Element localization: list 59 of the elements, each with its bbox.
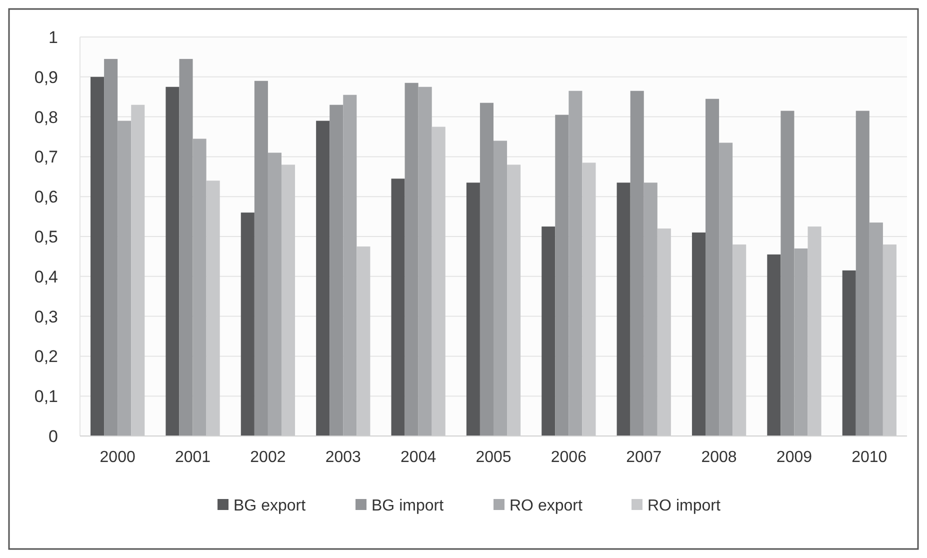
bar: [842, 270, 856, 436]
bar: [542, 226, 556, 436]
bar: [192, 138, 206, 436]
bar: [480, 102, 494, 436]
x-tick-label: 2002: [250, 449, 286, 466]
bar: [692, 232, 706, 436]
y-tick-label: 0,3: [34, 307, 58, 326]
bar: [869, 222, 883, 436]
bar: [343, 94, 357, 436]
bar: [166, 86, 180, 436]
bar: [494, 140, 508, 436]
y-tick-label: 0,4: [34, 267, 58, 286]
legend-label: BG export: [234, 498, 306, 515]
y-tick-label: 0,1: [34, 387, 58, 406]
x-tick-label: 2009: [776, 449, 812, 466]
x-tick-label: 2001: [174, 449, 211, 466]
bar: [780, 110, 794, 436]
bar: [856, 110, 870, 436]
x-tick-label: 2008: [701, 449, 737, 466]
bar: [719, 142, 733, 436]
bar: [240, 212, 254, 436]
bar: [179, 58, 193, 436]
bar: [254, 80, 268, 436]
bar: [118, 120, 132, 436]
x-tick-label: 2000: [100, 449, 136, 466]
bar: [706, 98, 720, 436]
bar: [418, 86, 432, 436]
x-tick-label: 2003: [325, 449, 362, 466]
bar: [644, 182, 658, 436]
bar: [568, 90, 582, 436]
legend-label: RO export: [510, 498, 583, 515]
y-tick-label: 0,9: [34, 68, 58, 87]
bar: [630, 90, 644, 436]
bar: [466, 182, 480, 436]
x-tick-label: 2007: [626, 449, 662, 466]
bar: [330, 104, 344, 436]
y-tick-label: 0,5: [34, 227, 58, 246]
legend-label: RO import: [648, 498, 721, 515]
bar: [616, 182, 630, 436]
y-tick-label: 0: [48, 426, 58, 446]
bar: [90, 76, 104, 436]
bar: [268, 152, 282, 436]
x-tick-label: 2005: [476, 449, 512, 466]
x-tick-label: 2004: [400, 449, 436, 466]
y-tick-label: 1: [48, 28, 58, 47]
bar: [555, 114, 569, 436]
x-tick-label: 2010: [852, 449, 888, 466]
y-tick-label: 0,6: [34, 188, 58, 207]
bar: [104, 58, 118, 436]
y-tick-label: 0,8: [34, 108, 58, 127]
legend-label: BG import: [372, 498, 444, 515]
y-tick-label: 0,2: [34, 347, 58, 366]
x-tick-label: 2006: [550, 449, 587, 466]
y-tick-label: 0,7: [34, 148, 58, 167]
bar: [767, 254, 781, 436]
bar: [391, 178, 405, 436]
bar: [316, 120, 330, 436]
bar: [404, 82, 418, 436]
bar: [794, 248, 808, 436]
